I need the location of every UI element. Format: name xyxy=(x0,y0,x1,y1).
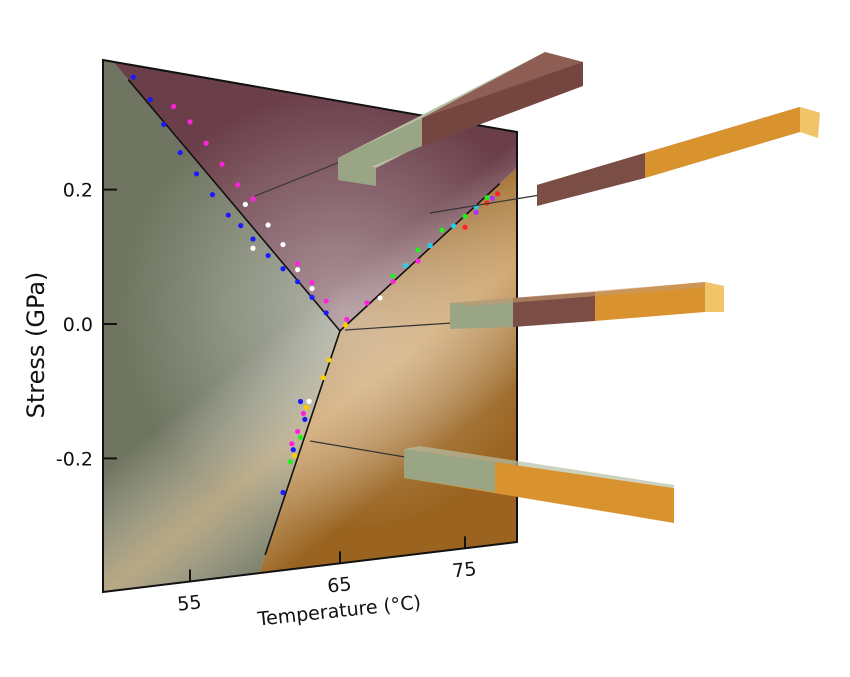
bar-top xyxy=(338,52,583,186)
data-point xyxy=(297,398,304,405)
data-point xyxy=(280,241,286,248)
data-point xyxy=(306,398,312,404)
data-point xyxy=(326,357,332,363)
panel-frame xyxy=(102,58,518,594)
data-point xyxy=(473,209,479,215)
bar-bottom xyxy=(404,446,674,523)
data-point xyxy=(303,404,309,410)
data-point xyxy=(203,140,209,146)
bar-middle xyxy=(450,282,724,329)
leader-lines xyxy=(254,161,541,458)
data-point xyxy=(187,119,193,125)
y-tick-label: 0.2 xyxy=(63,180,93,202)
data-point xyxy=(295,279,301,285)
data-point xyxy=(250,236,256,242)
data-point xyxy=(390,279,396,285)
y-tick-label: 0.0 xyxy=(63,314,93,336)
data-point xyxy=(390,273,396,279)
y-tick-label: -0.2 xyxy=(56,448,93,470)
data-point xyxy=(300,410,307,417)
data-point xyxy=(295,428,301,435)
data-point xyxy=(439,227,445,233)
data-point xyxy=(344,316,350,323)
data-point xyxy=(323,310,329,316)
data-point xyxy=(219,161,225,167)
bar-upper-right xyxy=(537,107,820,206)
data-point xyxy=(265,252,271,259)
data-point xyxy=(287,459,293,465)
data-point xyxy=(209,192,216,198)
x-tick-label: 55 xyxy=(176,591,202,615)
data-point xyxy=(377,295,383,301)
data-point xyxy=(302,416,308,422)
data-point xyxy=(289,441,295,447)
data-point xyxy=(250,245,256,251)
data-point xyxy=(323,298,329,304)
data-point xyxy=(171,103,177,110)
data-point xyxy=(265,222,271,228)
phase-boundary-line-0 xyxy=(127,79,341,332)
phase-boundary-line-1 xyxy=(339,182,501,332)
data-point xyxy=(280,489,286,496)
data-point xyxy=(297,434,304,441)
data-point xyxy=(342,322,349,328)
phase-boundary-line-2 xyxy=(264,330,341,556)
data-point xyxy=(309,285,315,292)
data-point xyxy=(309,294,315,300)
glow-highlight xyxy=(103,60,517,592)
data-point xyxy=(320,374,326,381)
data-point xyxy=(295,261,301,267)
data-point xyxy=(415,258,421,264)
data-point xyxy=(193,171,200,177)
data-point xyxy=(235,182,241,188)
data-point xyxy=(225,212,231,218)
data-point xyxy=(161,121,167,128)
data-point xyxy=(364,300,370,306)
data-point xyxy=(250,196,256,202)
y-axis-label: Stress (GPa) xyxy=(22,272,50,419)
data-point xyxy=(489,195,495,201)
x-tick-label: 65 xyxy=(326,573,352,597)
data-point xyxy=(462,213,468,219)
data-point xyxy=(242,201,248,207)
x-tick-label: 75 xyxy=(451,558,477,582)
data-point xyxy=(451,223,457,229)
data-point xyxy=(484,195,490,201)
data-point xyxy=(280,266,286,272)
data-point xyxy=(238,222,244,229)
x-axis-label: Temperature (°C) xyxy=(256,592,422,631)
data-point xyxy=(415,247,421,253)
data-point xyxy=(290,447,296,453)
data-point xyxy=(309,279,315,286)
data-point xyxy=(130,74,136,80)
data-point xyxy=(177,149,183,156)
data-point xyxy=(403,263,409,269)
data-point xyxy=(295,267,301,273)
data-point xyxy=(427,242,433,249)
data-point xyxy=(462,224,468,230)
data-point xyxy=(292,453,298,459)
data-point xyxy=(495,191,501,197)
data-point xyxy=(147,97,153,103)
